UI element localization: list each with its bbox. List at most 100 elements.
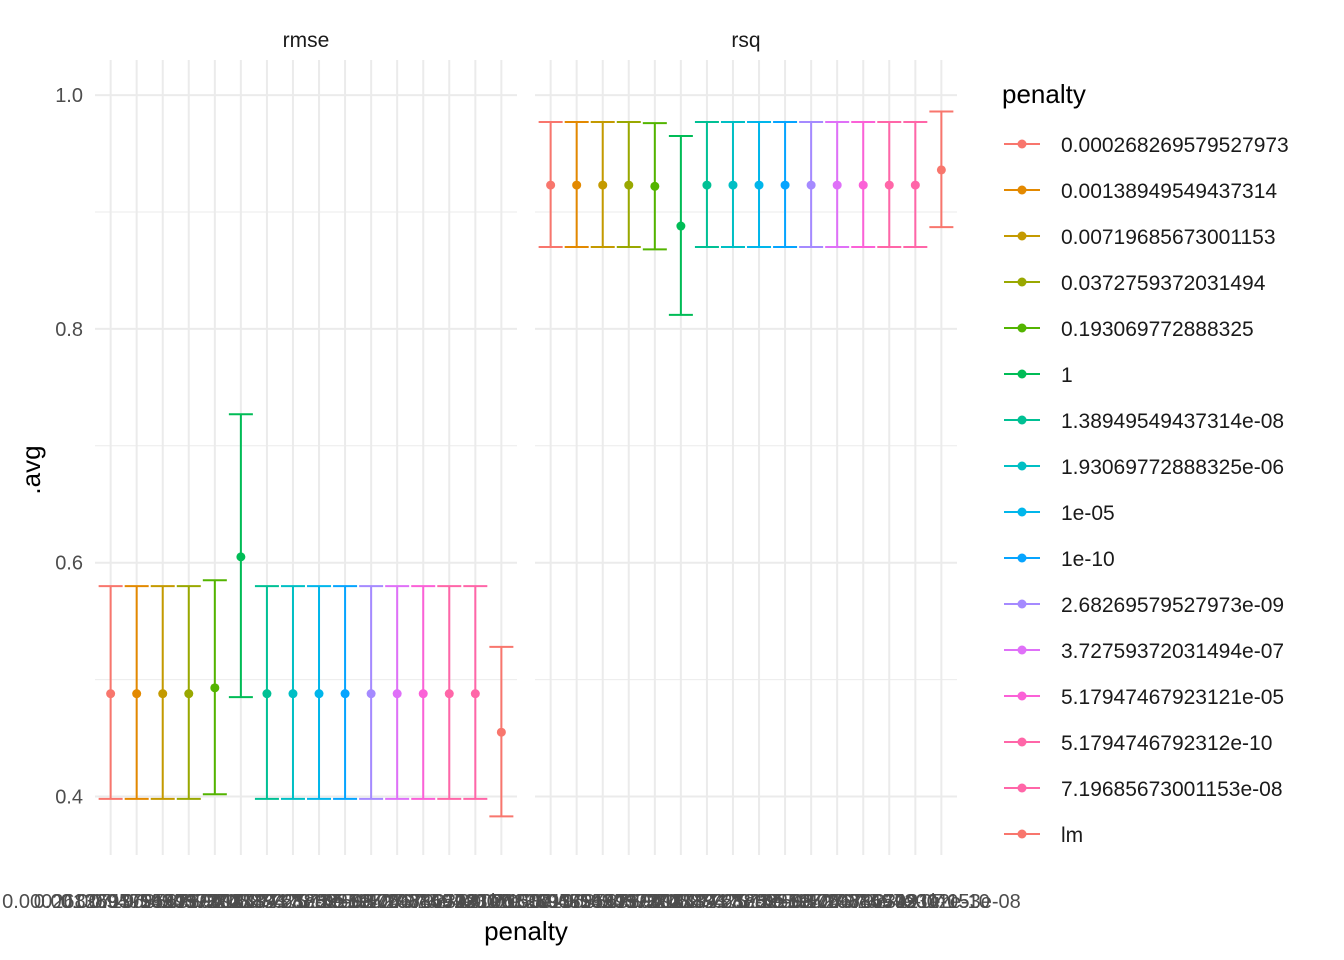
data-point (884, 180, 894, 190)
errorbar (437, 585, 462, 800)
x-tick-label: 7.19685673001153e-08 (810, 891, 1021, 913)
x-tick-label: 0.0372759372031494 (531, 891, 726, 913)
legend-label: 1 (1061, 364, 1073, 387)
y-tick-label: 1.0 (55, 85, 83, 107)
legend-item: 1.93069772888325e-06 (1004, 456, 1284, 479)
y-tick-label: 0.4 (55, 787, 83, 809)
x-tick-label: 3.72759372031494e-07 (291, 891, 503, 913)
data-point (392, 689, 402, 699)
legend-key-point (1017, 231, 1027, 241)
errorbar (903, 120, 928, 249)
errorbar (254, 585, 279, 800)
legend-item: 0.193069772888325 (1004, 318, 1254, 341)
x-tick-label: 0.000268269579527973 (2, 891, 219, 913)
errorbar (616, 120, 641, 249)
errorbar (124, 585, 149, 800)
data-point (314, 689, 324, 699)
data-point (676, 221, 686, 231)
legend-label: 0.00138949549437314 (1061, 180, 1277, 203)
x-axis-title: penalty (484, 916, 568, 946)
x-tick-label: 1 (675, 891, 686, 913)
data-point (236, 552, 246, 562)
strip-label-rsq: rsq (731, 29, 760, 52)
legend-label: 0.000268269579527973 (1061, 134, 1289, 157)
legend-label: 0.0372759372031494 (1061, 272, 1266, 295)
data-point (624, 180, 634, 190)
data-point (598, 180, 608, 190)
legend-label: 5.17947467923121e-05 (1061, 686, 1284, 709)
legend-key-point (1017, 829, 1027, 839)
legend-item: 0.00138949549437314 (1004, 180, 1277, 203)
legend-label: 0.193069772888325 (1061, 318, 1254, 341)
errorbar (877, 120, 902, 249)
data-point (858, 180, 868, 190)
y-tick-label: 0.6 (55, 553, 83, 575)
legend-label: 2.68269579527973e-09 (1061, 594, 1284, 617)
errorbar (747, 120, 772, 249)
legend-key-point (1017, 691, 1027, 701)
y-axis: 0.4 0.6 0.8 1.0 (55, 85, 83, 808)
legend-item: 0.000268269579527973 (1004, 134, 1289, 157)
errorbar (98, 585, 123, 800)
data-point (936, 165, 946, 175)
errorbar (799, 120, 824, 249)
legend-key-point (1017, 783, 1027, 793)
errorbar (150, 585, 175, 800)
legend-label: 1.93069772888325e-06 (1061, 456, 1284, 479)
data-point (444, 689, 454, 699)
x-tick-label: 1.38949549437314e-08 (601, 891, 813, 913)
legend-label: 1e-05 (1061, 502, 1115, 525)
errorbar (694, 120, 719, 249)
legend-label: 1e-10 (1061, 548, 1115, 571)
data-point (572, 180, 582, 190)
errorbar (668, 134, 693, 316)
legend-item: 0.0372759372031494 (1004, 272, 1266, 295)
legend-key-point (1017, 461, 1027, 471)
legend-key-point (1017, 507, 1027, 517)
legend-key-point (1017, 415, 1027, 425)
x-tick-label: 1e-10 (319, 891, 370, 913)
x-tick-label: 0.00719685673001153 (61, 891, 265, 913)
data-point (184, 689, 194, 699)
data-point (754, 180, 764, 190)
errorbar (202, 579, 227, 796)
x-tick-label: 1.38949549437314e-08 (161, 891, 373, 913)
legend-label: 0.00719685673001153 (1061, 226, 1276, 249)
errorbar (564, 120, 589, 249)
data-point (702, 180, 712, 190)
legend-key-point (1017, 599, 1027, 609)
errorbar (307, 585, 332, 800)
x-tick-label: 2.68269579527973e-09 (265, 891, 477, 913)
data-point (546, 180, 556, 190)
legend-item: 2.68269579527973e-09 (1004, 594, 1284, 617)
errorbar (280, 585, 305, 800)
legend-item: 7.19685673001153e-08 (1004, 778, 1283, 801)
data-point (288, 689, 298, 699)
x-tick-label: 0.0372759372031494 (91, 891, 286, 913)
legend-item: 1.38949549437314e-08 (1004, 410, 1284, 433)
legend-key-point (1017, 737, 1027, 747)
x-tick-label: 7.19685673001153e-08 (370, 891, 581, 913)
legend-item: 1e-05 (1004, 502, 1115, 525)
data-point (210, 683, 220, 693)
x-tick-label: 0.00138949549437314 (474, 891, 680, 913)
data-point (832, 180, 842, 190)
legend-key-point (1017, 369, 1027, 379)
x-axis: 0.0002682695795279730.001389495494373140… (2, 891, 1021, 913)
x-tick-label: lm (491, 891, 512, 913)
x-tick-label: 1e-10 (759, 891, 810, 913)
x-tick-label: 5.17947467923121e-05 (757, 891, 969, 913)
x-tick-label: 0.193069772888325 (563, 891, 747, 913)
data-point (340, 689, 350, 699)
legend-title: penalty (1002, 79, 1086, 109)
errorbar (489, 645, 514, 818)
errorbar (333, 585, 358, 800)
y-tick-label: 0.8 (55, 319, 83, 341)
y-axis-title: .avg (16, 445, 46, 494)
errorbar (228, 413, 253, 699)
data-point (366, 689, 376, 699)
legend-key-point (1017, 185, 1027, 195)
x-tick-label: 1.93069772888325e-06 (627, 891, 839, 913)
errorbar (359, 585, 384, 800)
